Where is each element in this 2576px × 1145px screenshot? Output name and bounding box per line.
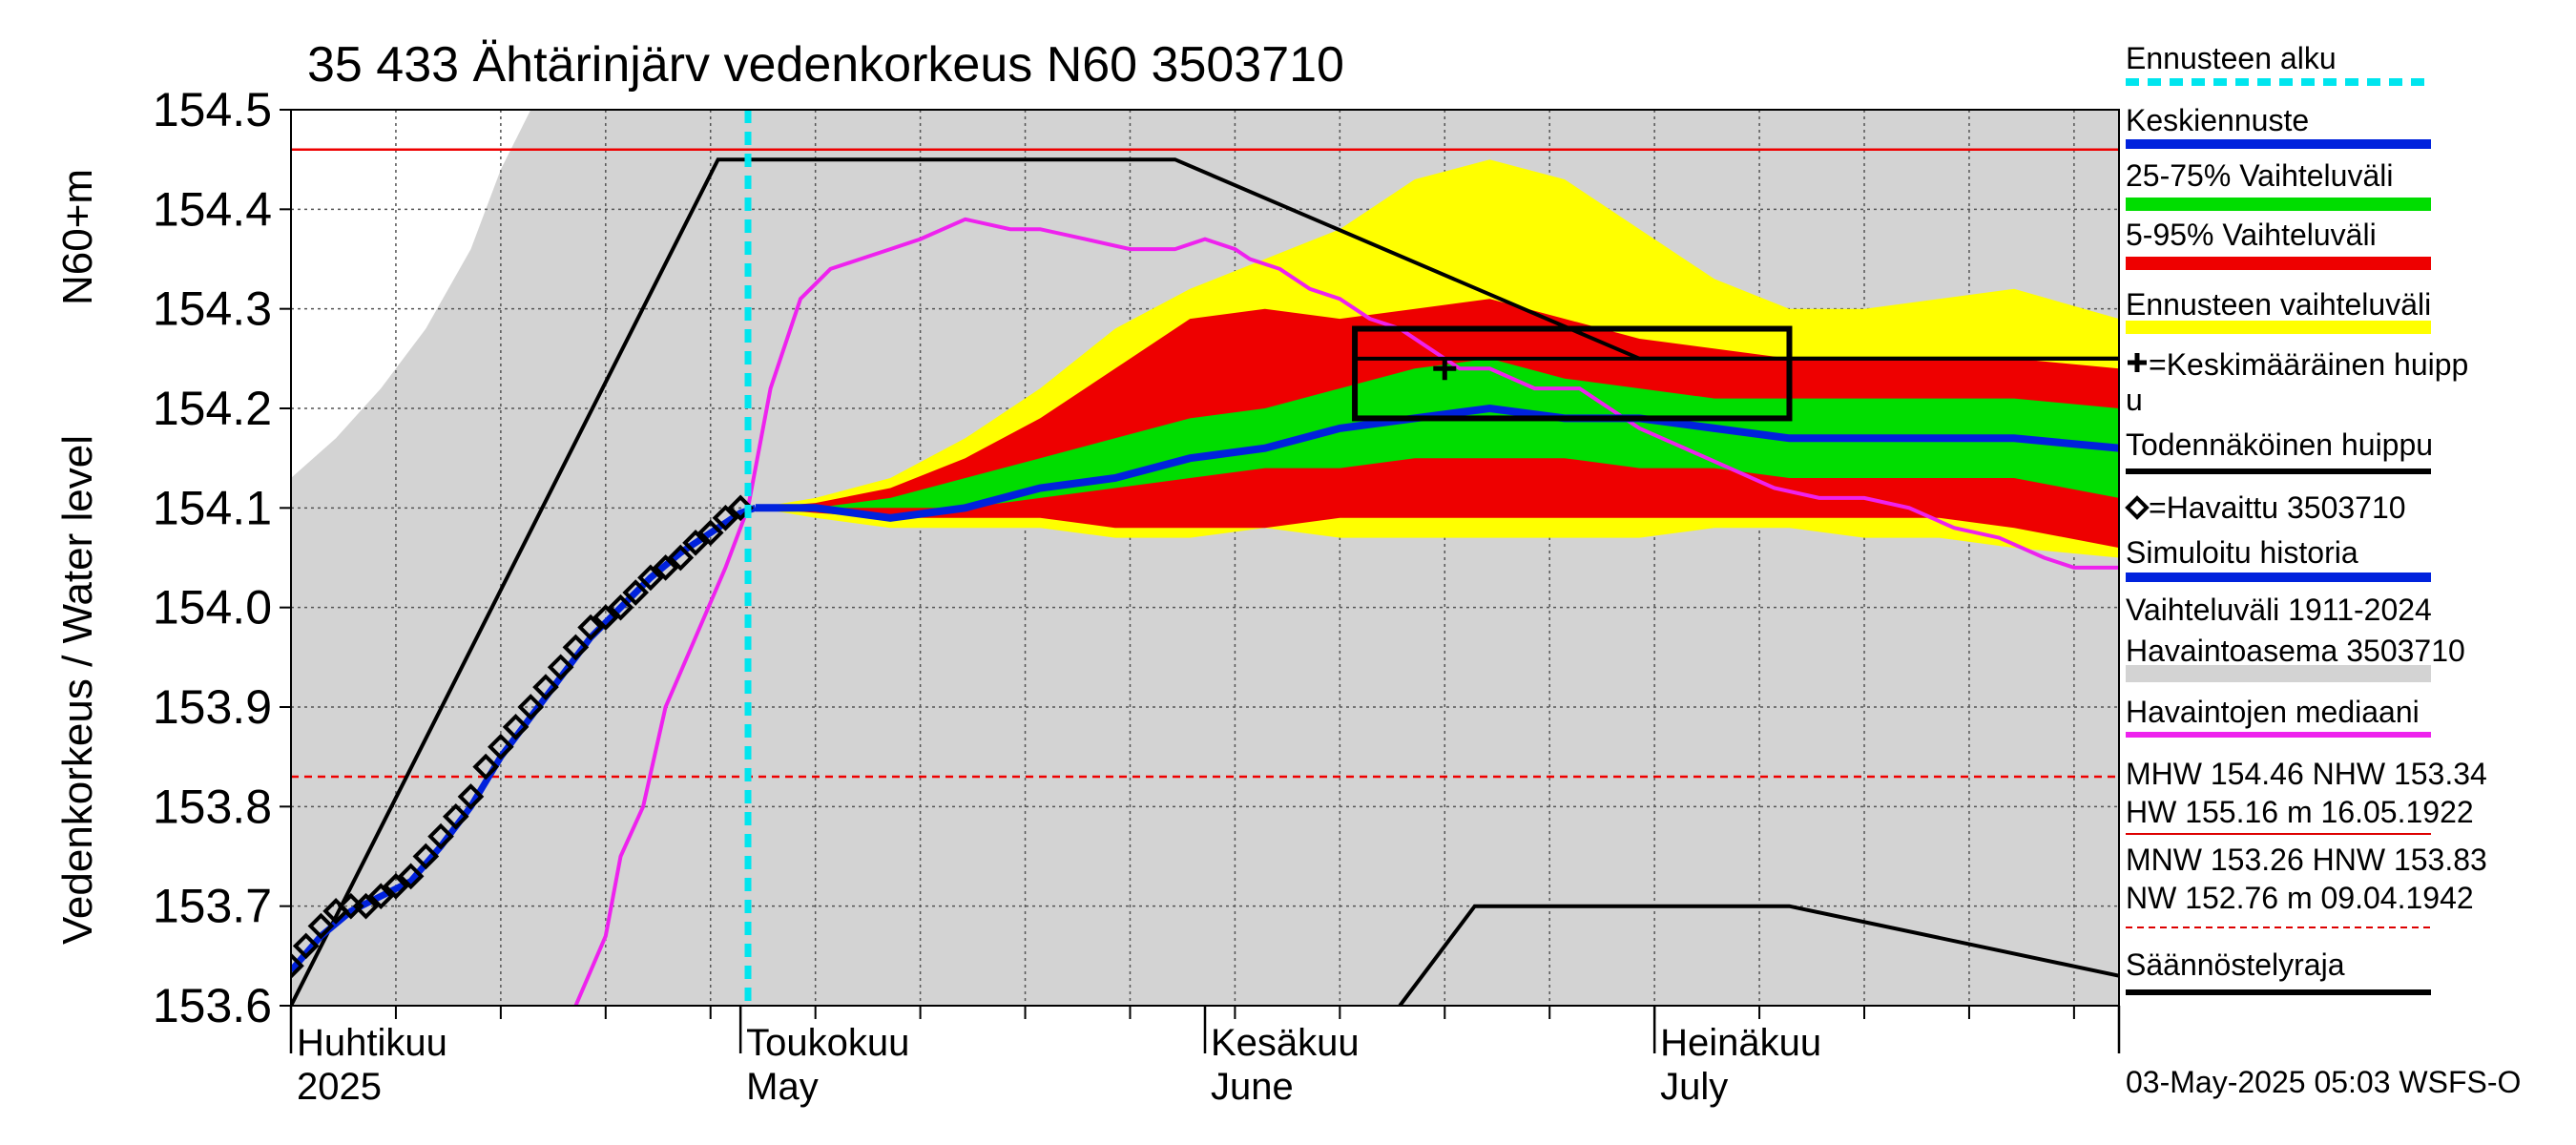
legend-label-mnw: MNW 153.26 HNW 153.83	[2126, 843, 2487, 877]
observed-point	[682, 530, 709, 556]
observed-point	[637, 564, 664, 592]
legend-label-simulated: Simuloitu historia	[2126, 535, 2358, 570]
observed-point	[532, 674, 559, 700]
observed-point	[307, 912, 335, 940]
observed-point	[652, 554, 679, 581]
observed-point	[502, 714, 530, 740]
legend-label-range: Ennusteen vaihteluväli	[2126, 287, 2431, 322]
legend-swatch-observed	[2125, 495, 2150, 520]
footer-timestamp: 03-May-2025 05:03 WSFS-O	[2126, 1065, 2521, 1099]
observed-point	[442, 802, 469, 830]
legend-label-forecast_start: Ennusteen alku	[2126, 41, 2337, 75]
observed-point	[383, 872, 409, 900]
y-tick-label: 153.9	[153, 680, 272, 734]
x-month-label-fi: Kesäkuu	[1211, 1022, 1360, 1064]
observed-point	[427, 822, 454, 850]
y-tick-label: 154.2	[153, 382, 272, 435]
x-month-label-en: May	[746, 1066, 819, 1108]
y-tick-label: 154.4	[153, 182, 272, 236]
y-tick-label: 154.3	[153, 282, 272, 336]
observed-point	[517, 694, 545, 720]
historical-range-band	[291, 110, 2119, 1006]
x-month-label-fi: Toukokuu	[746, 1022, 909, 1064]
legend-label-mean: Keskiennuste	[2126, 103, 2309, 137]
y-tick-label: 154.0	[153, 581, 272, 635]
y-tick-label: 153.8	[153, 780, 272, 833]
legend-label-p25_75: 25-75% Vaihteluväli	[2126, 158, 2393, 193]
legend-label-observed: =Havaittu 3503710	[2149, 490, 2406, 525]
observed-point	[457, 783, 485, 810]
peak-box	[1352, 325, 1793, 422]
legend-label2-mnw: NW 152.76 m 09.04.1942	[2126, 881, 2474, 915]
observed-point	[696, 519, 724, 547]
legend-label-median: Havaintojen mediaani	[2126, 695, 2420, 729]
y-axis-label: Vedenkorkeus / Water level	[54, 435, 101, 945]
legend-label-p5_95: 5-95% Vaihteluväli	[2126, 218, 2377, 252]
legend-swatch-mean_peak	[2128, 353, 2147, 372]
observed-point	[562, 634, 590, 661]
x-month-label-en: June	[1211, 1066, 1294, 1108]
observed-point	[367, 883, 395, 910]
observed-point	[291, 952, 304, 980]
y-tick-label: 153.6	[153, 979, 272, 1032]
y-tick-label: 153.7	[153, 880, 272, 933]
chart-title: 35 433 Ähtärinjärv vedenkorkeus N60 3503…	[307, 37, 1344, 93]
median-history-line	[573, 217, 2119, 1006]
legend-label-probable_peak: Todennäköinen huippu	[2126, 427, 2433, 462]
observed-point	[577, 614, 604, 641]
legend-label-regulation: Säännöstelyraja	[2126, 947, 2345, 982]
y-tick-label: 154.5	[153, 83, 272, 136]
x-month-label-fi: Heinäkuu	[1660, 1022, 1821, 1064]
observed-point	[412, 843, 440, 870]
legend-label-hist_range: Vaihteluväli 1911-2024	[2126, 593, 2432, 627]
legend-label-mhw: MHW 154.46 NHW 153.34	[2126, 757, 2487, 791]
observed-point	[712, 504, 739, 531]
observed-point	[488, 733, 514, 760]
observed-point	[472, 753, 499, 781]
observed-point	[592, 604, 619, 631]
y-axis-label-unit: N60+m	[54, 169, 101, 305]
regulation-lower-line	[1398, 904, 2119, 1006]
x-month-label-fi: Huhtikuu	[297, 1022, 447, 1064]
legend-label-mean_peak: =Keskimääräinen huipp	[2149, 347, 2468, 382]
x-month-label-en: 2025	[297, 1066, 382, 1108]
observed-point	[622, 579, 650, 606]
observed-point	[607, 593, 634, 621]
observed-point	[352, 892, 380, 920]
observed-point	[547, 654, 574, 681]
legend-label2-hist_range: Havaintoasema 3503710	[2126, 634, 2465, 668]
observed-point	[292, 932, 320, 960]
y-tick-label: 154.1	[153, 481, 272, 534]
legend-label2-mhw: HW 155.16 m 16.05.1922	[2126, 795, 2474, 829]
p25-75-band	[755, 358, 2119, 509]
legend-label2-mean_peak: u	[2126, 383, 2143, 417]
x-month-label-en: July	[1660, 1066, 1728, 1108]
observed-point	[397, 863, 425, 890]
observed-point	[727, 494, 754, 522]
observed-point	[667, 544, 695, 572]
mean-peak-marker	[1433, 357, 1457, 381]
